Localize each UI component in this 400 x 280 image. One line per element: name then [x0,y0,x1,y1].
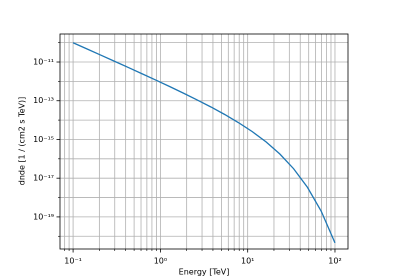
y-tick-label: 10⁻¹¹ [33,58,54,67]
x-tick-label: 10⁰ [154,257,167,266]
plot-frame [59,33,349,250]
y-tick-label: 10⁻¹⁵ [33,135,54,144]
x-tick-label: 10² [328,257,341,266]
x-axis-label: Energy [TeV] [179,268,230,277]
line-series [72,42,336,244]
x-tick-label: 10⁻¹ [64,257,82,266]
y-tick-label: 10⁻¹⁹ [33,212,54,221]
x-tick-label: 10¹ [241,257,254,266]
y-tick-label: 10⁻¹³ [33,96,54,105]
y-tick-label: 10⁻¹⁷ [33,174,54,183]
y-axis-label: dnde [1 / (cm2 s TeV)] [18,97,27,186]
